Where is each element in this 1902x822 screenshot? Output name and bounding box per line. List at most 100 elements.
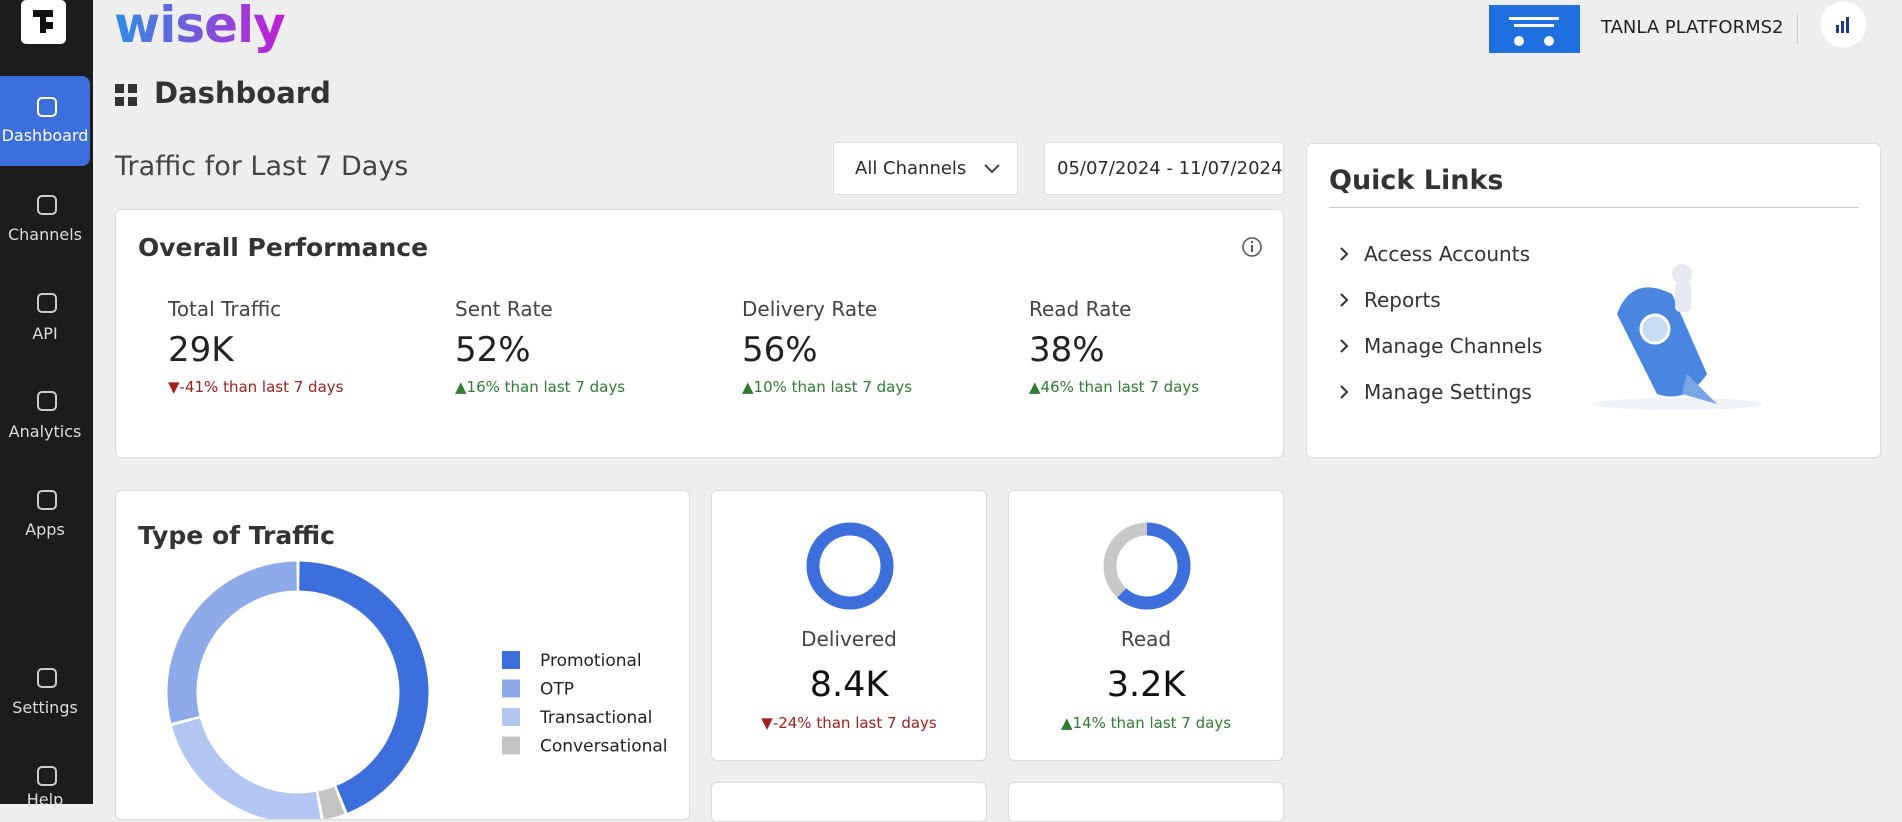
page-title: Dashboard bbox=[154, 76, 331, 110]
chevron-path bbox=[1340, 339, 1349, 353]
change-text: -24% than last 7 days bbox=[772, 714, 937, 732]
legend-swatch bbox=[502, 736, 520, 755]
icon-shape bbox=[37, 391, 57, 411]
account-name[interactable]: TANLA PLATFORMS2 bbox=[1601, 17, 1784, 38]
avatar[interactable] bbox=[1820, 1, 1867, 48]
ring-chart bbox=[1103, 522, 1191, 610]
chevron bbox=[1340, 247, 1349, 261]
trend-arrow: ▼ bbox=[168, 378, 180, 396]
dropdown-value: All Channels bbox=[855, 158, 967, 179]
quick-links-card: Quick Links Access Accounts Reports Manage… bbox=[1306, 143, 1881, 458]
legend-label: OTP bbox=[540, 680, 574, 700]
chevron-path bbox=[1340, 385, 1349, 399]
donut-segment bbox=[172, 718, 321, 819]
metric-change: ▲10% than last 7 days bbox=[742, 378, 912, 396]
trend-arrow: ▲ bbox=[1060, 714, 1073, 732]
nav-icon bbox=[37, 766, 57, 786]
ring-chart bbox=[806, 522, 894, 610]
legend-label: Promotional bbox=[540, 651, 642, 671]
nav-label[interactable]: Apps bbox=[25, 520, 65, 539]
stat-card: Read 3.2K ▲14% than last 7 days bbox=[1008, 490, 1284, 761]
nav-icon bbox=[37, 293, 57, 313]
metric-label: Total Traffic bbox=[168, 297, 282, 321]
chevron bbox=[1340, 293, 1349, 307]
nav-label[interactable]: Help bbox=[26, 790, 64, 809]
chevron bbox=[984, 164, 1000, 174]
divider bbox=[1329, 207, 1859, 208]
donut-segment bbox=[167, 561, 298, 723]
stat-card: Delivered 8.4K ▼-24% than last 7 days bbox=[711, 490, 987, 761]
trend-arrow: ▼ bbox=[761, 714, 773, 732]
stat-value: 3.2K bbox=[1106, 665, 1186, 705]
icon-shape bbox=[37, 195, 57, 215]
stat-value: 8.4K bbox=[809, 665, 889, 705]
nav-label[interactable]: Channels bbox=[7, 225, 83, 244]
icon-shape bbox=[37, 668, 57, 688]
nav-icon bbox=[37, 490, 57, 510]
legend-swatch bbox=[502, 708, 520, 726]
metric-value: 56% bbox=[742, 330, 818, 370]
metric-value: 29K bbox=[168, 330, 234, 370]
stat-change: ▲14% than last 7 days bbox=[1009, 714, 1283, 732]
stat-label: Read bbox=[1120, 627, 1172, 651]
icon-shape bbox=[37, 766, 57, 786]
chevron-path bbox=[1340, 247, 1349, 261]
trend-arrow: ▲ bbox=[455, 378, 467, 396]
stat-card bbox=[1008, 782, 1284, 822]
stat-card bbox=[711, 782, 987, 822]
metric-change: ▲46% than last 7 days bbox=[1029, 378, 1199, 396]
nav-label[interactable]: Dashboard bbox=[1, 126, 89, 145]
change-text: 46% than last 7 days bbox=[1040, 378, 1200, 396]
chevron bbox=[1340, 385, 1349, 399]
change-text: 14% than last 7 days bbox=[1072, 714, 1232, 732]
ring-value bbox=[1117, 522, 1191, 610]
card-title: Quick Links bbox=[1329, 165, 1504, 196]
quick-link[interactable]: Reports bbox=[1364, 288, 1441, 312]
stat-change: ▼-24% than last 7 days bbox=[712, 714, 986, 732]
ring-value bbox=[806, 522, 894, 610]
chevron-path bbox=[1340, 293, 1349, 307]
donut-chart: Promotional OTP Transactional Conversationa… bbox=[167, 561, 668, 819]
brand-logo: wisely bbox=[114, 0, 286, 54]
legend-swatch bbox=[502, 651, 520, 669]
legend-label: Transactional bbox=[539, 708, 652, 728]
icon-shape bbox=[37, 97, 57, 117]
legend-label: Conversational bbox=[540, 737, 668, 757]
dashboard-icon bbox=[115, 84, 137, 106]
nav-label[interactable]: API bbox=[32, 324, 58, 343]
quick-link[interactable]: Access Accounts bbox=[1364, 242, 1530, 266]
stat-label: Delivered bbox=[801, 627, 897, 651]
trend-arrow: ▲ bbox=[1029, 378, 1041, 396]
date-picker[interactable]: 05/07/2024 - 11/07/2024 bbox=[1044, 142, 1284, 195]
legend-swatch bbox=[502, 679, 520, 698]
rocket-illustration bbox=[1592, 264, 1762, 410]
promo-banner[interactable] bbox=[1489, 5, 1580, 53]
quick-link[interactable]: Manage Channels bbox=[1364, 334, 1543, 358]
donut-segment bbox=[298, 561, 429, 813]
traffic-type-card: Type of Traffic Promotional OTP Transactio… bbox=[115, 490, 690, 820]
nav-label[interactable]: Analytics bbox=[8, 422, 82, 441]
icon-shape bbox=[37, 490, 57, 510]
metric-label: Delivery Rate bbox=[742, 297, 878, 321]
date-range: 05/07/2024 - 11/07/2024 bbox=[1057, 158, 1283, 179]
section-title: Traffic for Last 7 Days bbox=[115, 151, 409, 182]
nav-icon bbox=[37, 391, 57, 411]
nav-icon bbox=[37, 195, 57, 215]
nav-icon bbox=[37, 97, 57, 117]
metric-label: Read Rate bbox=[1029, 297, 1132, 321]
overall-card: Overall Performance Total Traffic 29K ▼-41… bbox=[115, 209, 1284, 458]
quick-link[interactable]: Manage Settings bbox=[1364, 380, 1532, 404]
card-title: Type of Traffic bbox=[138, 521, 335, 550]
nav-label[interactable]: Settings bbox=[12, 698, 78, 717]
trend-arrow: ▲ bbox=[742, 378, 754, 396]
metric-change: ▲16% than last 7 days bbox=[455, 378, 625, 396]
change-text: -41% than last 7 days bbox=[179, 378, 344, 396]
channel-dropdown[interactable]: All Channels bbox=[833, 142, 1018, 195]
divider bbox=[1797, 14, 1798, 44]
donut-segment bbox=[317, 786, 345, 819]
app-logo bbox=[21, 0, 66, 44]
metric-change: ▼-41% than last 7 days bbox=[168, 378, 343, 396]
metric-label: Sent Rate bbox=[455, 297, 553, 321]
info-icon[interactable] bbox=[1241, 236, 1263, 258]
metric-value: 52% bbox=[455, 330, 531, 370]
